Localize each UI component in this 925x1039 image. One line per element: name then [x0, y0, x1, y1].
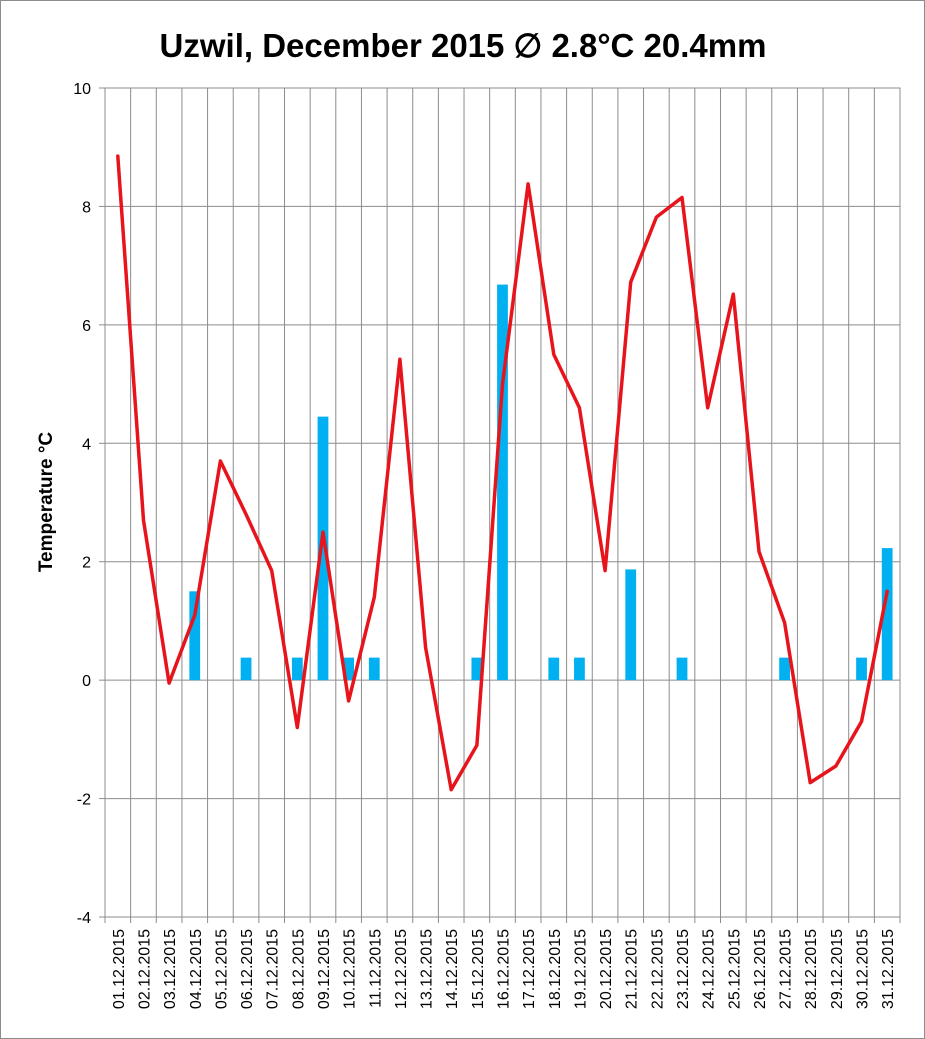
x-tick-label: 05.12.2015 [213, 929, 230, 1009]
precipitation-bar [317, 416, 329, 681]
x-tick-label: 19.12.2015 [572, 929, 589, 1009]
x-tick-label: 10.12.2015 [342, 929, 359, 1009]
precipitation-bar [856, 657, 867, 681]
precipitation-bar [497, 284, 508, 681]
precipitation-bar [471, 657, 483, 681]
x-tick-label: 08.12.2015 [290, 929, 307, 1009]
axes: -4 -2 0 2 4 6 8 10 01.12.2015 02.12.2015 03.12.201… [73, 81, 901, 1009]
x-tick-label: 03.12.2015 [162, 929, 179, 1009]
x-tick-label: 26.12.2015 [752, 929, 769, 1009]
y-tick-label: 10 [73, 81, 91, 98]
y-axis-label: Temperature °C [36, 432, 57, 573]
x-tick-label: 18.12.2015 [547, 929, 564, 1009]
temperature-line-group [116, 154, 889, 792]
x-tick-label: 16.12.2015 [496, 929, 513, 1009]
precipitation-bar [881, 548, 893, 681]
precipitation-bar [343, 657, 355, 681]
x-tick-label: 20.12.2015 [598, 929, 615, 1009]
x-tick-label: 11.12.2015 [367, 929, 384, 1008]
x-tick-label: 06.12.2015 [239, 929, 256, 1009]
x-tick-label: 30.12.2015 [855, 929, 872, 1009]
y-tick-label: 8 [82, 199, 91, 216]
x-tick-label: 25.12.2015 [726, 929, 743, 1009]
x-tick-label: 12.12.2015 [393, 929, 410, 1009]
x-tick-label: 17.12.2015 [521, 929, 538, 1009]
y-tick-label: -2 [77, 792, 91, 809]
precipitation-bar [291, 657, 303, 681]
chart-title: Uzwil, December 2015 ∅ 2.8°C 20.4mm [160, 27, 767, 64]
grid [104, 87, 901, 918]
x-tick-label: 09.12.2015 [316, 929, 333, 1009]
x-tick-label: 31.12.2015 [880, 929, 897, 1009]
precipitation-bar [368, 657, 380, 681]
precipitation-bar [189, 591, 201, 681]
x-tick-label: 02.12.2015 [136, 929, 153, 1009]
x-tick-label: 27.12.2015 [778, 929, 795, 1009]
x-tick-label: 21.12.2015 [624, 929, 641, 1009]
precipitation-bar [240, 657, 252, 681]
plot-area-border [104, 87, 901, 918]
y-tick-label: 4 [82, 436, 91, 453]
x-tick-label: 22.12.2015 [649, 929, 666, 1009]
x-tick-label: 29.12.2015 [829, 929, 846, 1009]
x-tick-label: 07.12.2015 [265, 929, 282, 1009]
x-tick-label: 28.12.2015 [803, 929, 820, 1009]
x-tick-label: 14.12.2015 [444, 929, 461, 1009]
precipitation-bar [574, 657, 585, 681]
x-tick-label: 24.12.2015 [701, 929, 718, 1009]
precipitation-bar [676, 657, 688, 681]
x-tick-label: 23.12.2015 [675, 929, 692, 1009]
y-tick-label: 0 [82, 673, 91, 690]
x-tick-label: 04.12.2015 [188, 929, 205, 1009]
x-tick-label: 13.12.2015 [419, 929, 436, 1009]
y-tick-label: 2 [82, 555, 91, 572]
precipitation-bar [625, 569, 637, 681]
precipitation-bar [548, 657, 560, 681]
precipitation-bar [779, 657, 790, 681]
y-tick-label: 6 [82, 318, 91, 335]
x-tick-label: 15.12.2015 [470, 929, 487, 1009]
y-tick-label: -4 [77, 910, 91, 927]
precipitation-bars [189, 284, 893, 681]
x-tick-label: 01.12.2015 [111, 929, 128, 1009]
